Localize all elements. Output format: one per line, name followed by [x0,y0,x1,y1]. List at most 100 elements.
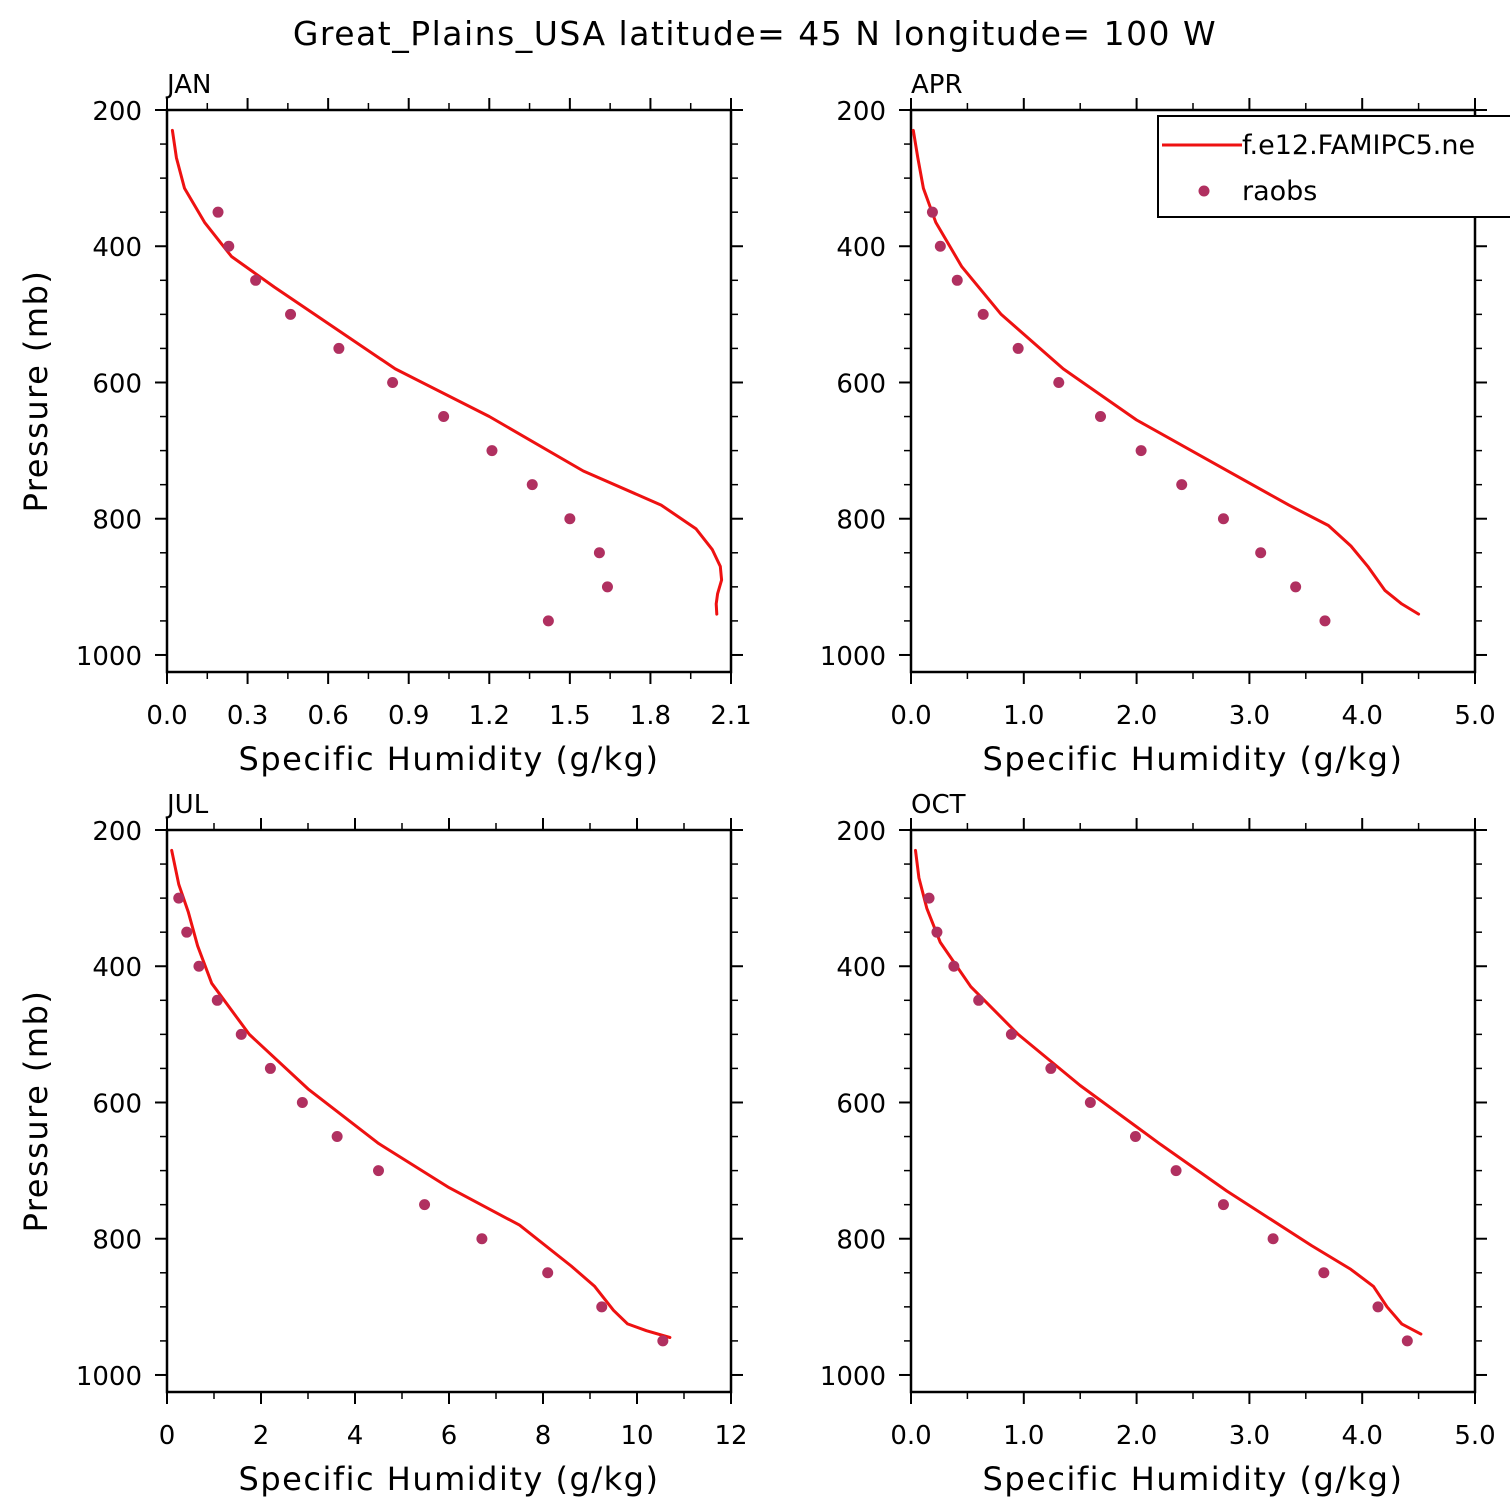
model-line [170,128,724,616]
panel-label: OCT [911,790,966,820]
y-tick-label: 400 [92,233,142,263]
x-tick-label: 0.0 [146,701,187,731]
x-axis-label: Specific Humidity (g/kg) [239,740,660,778]
obs-point [934,240,946,252]
panels: 0.0 0.3 0.6 0.9 1.2 1.5 1.8 2.12004006008001000… [17,70,1496,1498]
obs-point [296,1096,308,1108]
x-tick-label: 0 [159,1421,176,1451]
x-tick-label: 6 [441,1421,458,1451]
y-tick-label: 1000 [76,1362,142,1392]
panel-oct: 0.0 1.0 2.0 3.0 4.0 5.0 200 400 600 800 1000 OCT Spe… [820,790,1496,1498]
x-axis-label: Specific Humidity (g/kg) [983,1460,1404,1498]
obs-point [486,445,498,457]
obs-point [948,960,960,972]
obs-point [211,994,223,1006]
legend-marker-swatch [1198,185,1210,197]
obs-point [931,926,943,938]
y-tick-label: 600 [836,369,886,399]
x-tick-label: 4.0 [1342,701,1383,731]
obs-point [1217,1199,1229,1211]
y-tick-label: 800 [836,506,886,536]
obs-point [657,1335,669,1347]
x-tick-label: 1.5 [549,701,590,731]
x-tick-label: 0.0 [890,1421,931,1451]
y-tick-label: 1000 [76,642,142,672]
y-tick-label: 800 [92,506,142,536]
obs-point [1176,479,1188,491]
obs-point [173,892,185,904]
y-tick-label: 800 [836,1226,886,1256]
x-tick-label: 1.0 [1003,701,1044,731]
obs-point [193,960,205,972]
y-tick-label: 600 [92,1089,142,1119]
obs-point [1319,615,1331,627]
obs-point [973,994,985,1006]
x-tick-label: 0.9 [388,701,429,731]
model-line [170,848,672,1339]
obs-point [977,308,989,320]
x-tick-label: 5.0 [1454,1421,1495,1451]
legend-box [1157,115,1510,218]
panel-label: JAN [165,70,211,100]
x-tick-label: 0.6 [307,701,348,731]
y-tick-label: 400 [836,233,886,263]
obs-point [1012,342,1024,354]
obs-point [1084,1096,1096,1108]
obs-point [1053,376,1065,388]
obs-point [285,308,297,320]
x-tick-label: 0.3 [227,701,268,731]
legend-label-model: f.e12.FAMIPC5.ne [1242,130,1475,161]
x-tick-label: 3.0 [1229,701,1270,731]
obs-point [250,274,262,286]
obs-point [181,926,193,938]
x-axis-label: Specific Humidity (g/kg) [983,740,1404,778]
obs-point [235,1028,247,1040]
x-tick-label: 12 [714,1421,747,1451]
obs-point [564,513,576,525]
legend: f.e12.FAMIPC5.ne raobs [1157,115,1510,218]
y-tick-label: 800 [92,1226,142,1256]
obs-point [593,547,605,559]
y-axis-label: Pressure (mb) [17,990,55,1233]
x-tick-label: 2.0 [1116,701,1157,731]
obs-point [1135,445,1147,457]
x-tick-label: 4 [347,1421,364,1451]
obs-point [419,1199,431,1211]
x-tick-label: 2 [253,1421,270,1451]
figure-title: Great_Plains_USA latitude= 45 N longitud… [293,14,1217,53]
x-tick-label: 1.0 [1003,1421,1044,1451]
y-tick-label: 1000 [820,1362,886,1392]
y-tick-label: 400 [836,953,886,983]
panel-label: JUL [165,790,209,820]
obs-point [438,411,450,423]
panel-apr: 0.0 1.0 2.0 3.0 4.0 5.0 200 400 600 800 1000 APR Spe… [820,70,1496,778]
obs-point [476,1233,488,1245]
obs-point [212,206,224,218]
obs-point [387,376,399,388]
obs-point [1290,581,1302,593]
obs-point [926,206,938,218]
model-line [914,848,1423,1336]
obs-point [542,1267,554,1279]
obs-point [1255,547,1267,559]
legend-label-obs: raobs [1242,176,1317,207]
obs-point [1095,411,1107,423]
y-axis-label: Pressure (mb) [17,270,55,513]
obs-point [596,1301,608,1313]
obs-point [1318,1267,1330,1279]
obs-point [333,342,345,354]
y-tick-label: 200 [836,97,886,127]
x-tick-label: 0.0 [890,701,931,731]
x-tick-label: 10 [620,1421,653,1451]
obs-point [1129,1131,1141,1143]
plot-frame [165,828,733,1394]
y-tick-label: 600 [836,1089,886,1119]
x-tick-label: 1.8 [630,701,671,731]
obs-point [1170,1165,1182,1177]
obs-point [1045,1062,1057,1074]
obs-point [1005,1028,1017,1040]
x-tick-label: 8 [535,1421,552,1451]
y-tick-label: 400 [92,953,142,983]
x-tick-label: 2.0 [1116,1421,1157,1451]
